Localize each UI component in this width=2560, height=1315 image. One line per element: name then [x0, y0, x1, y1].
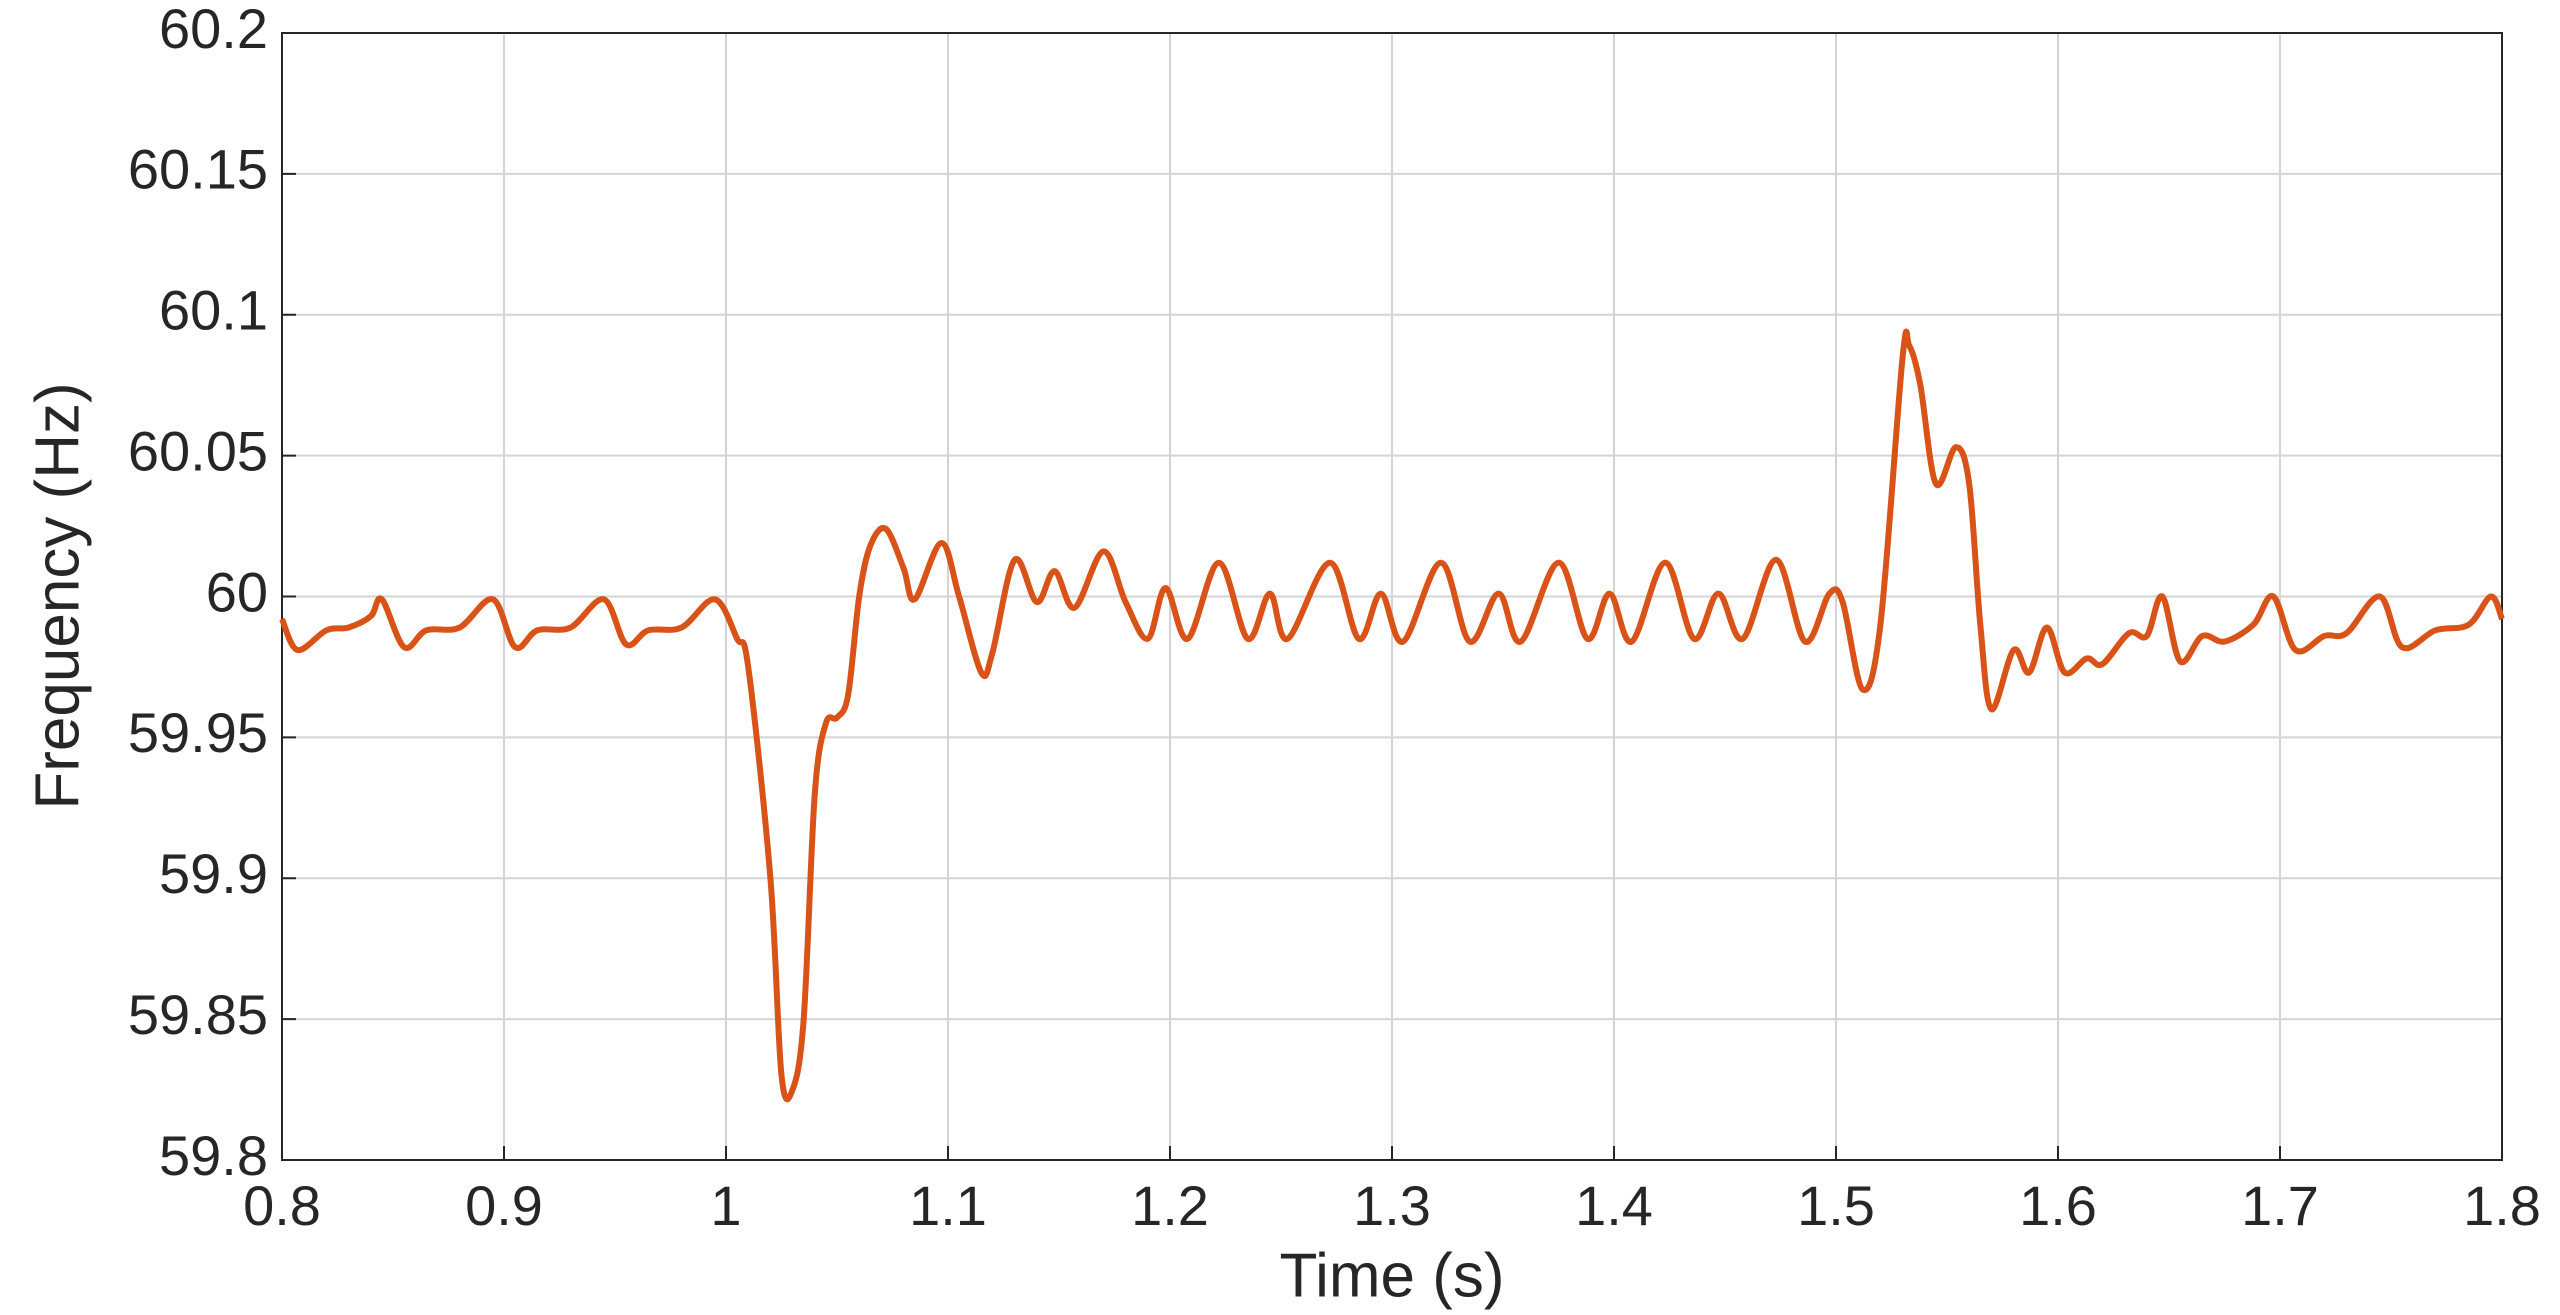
- x-tick-label: 1.3: [1353, 1174, 1431, 1237]
- y-tick-label: 60.2: [159, 0, 268, 60]
- x-tick-label: 1.1: [909, 1174, 987, 1237]
- x-tick-label: 1: [710, 1174, 741, 1237]
- y-axis-label: Frequency (Hz): [23, 382, 92, 809]
- y-tick-label: 59.8: [159, 1124, 268, 1187]
- y-tick-label: 60.1: [159, 279, 268, 342]
- x-tick-label: 1.8: [2463, 1174, 2541, 1237]
- x-tick-label: 1.5: [1797, 1174, 1875, 1237]
- y-tick-label: 60: [206, 560, 268, 623]
- x-axis-label: Time (s): [1280, 1241, 1505, 1310]
- x-tick-label: 0.8: [243, 1174, 321, 1237]
- y-tick-label: 59.9: [159, 842, 268, 905]
- data-line: [279, 328, 2505, 1103]
- y-tick-label: 60.05: [128, 419, 268, 482]
- x-tick-label: 0.9: [465, 1174, 543, 1237]
- plot-frame: [281, 32, 2503, 1161]
- y-tick-label: 60.15: [128, 138, 268, 201]
- y-tick-label: 59.85: [128, 983, 268, 1046]
- x-tick-label: 1.6: [2019, 1174, 2097, 1237]
- x-tick-label: 1.2: [1131, 1174, 1209, 1237]
- x-tick-label: 1.4: [1575, 1174, 1653, 1237]
- y-tick-label: 59.95: [128, 701, 268, 764]
- x-tick-label: 1.7: [2241, 1174, 2319, 1237]
